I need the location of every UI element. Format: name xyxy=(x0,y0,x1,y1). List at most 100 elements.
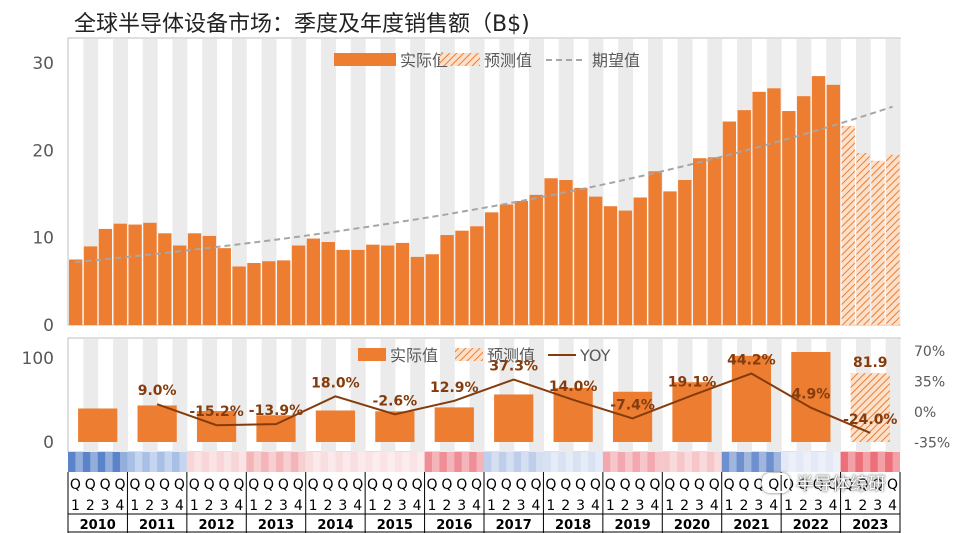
annual-actual-bar xyxy=(612,391,653,442)
forecast-bar xyxy=(856,152,870,325)
actual-bar xyxy=(707,157,722,325)
quarter-letter: Q xyxy=(441,477,452,493)
yoy-label: 37.3% xyxy=(489,359,538,375)
quarter-number: 3 xyxy=(220,498,229,514)
quarter-number: 1 xyxy=(606,498,615,514)
quarter-letter: Q xyxy=(218,477,229,493)
quarter-number: 2 xyxy=(383,498,392,514)
heat-strip-stripe xyxy=(313,452,321,472)
actual-bar xyxy=(589,196,603,325)
year-label: 2018 xyxy=(555,518,591,533)
quarter-letter: Q xyxy=(263,477,274,493)
quarter-number: 4 xyxy=(294,498,303,514)
quarter-letter: Q xyxy=(813,477,824,493)
quarter-number: 3 xyxy=(279,498,288,514)
quarter-number: 4 xyxy=(769,498,778,514)
quarter-letter: Q xyxy=(560,477,571,493)
heat-strip-stripe xyxy=(342,452,351,472)
quarter-number: 3 xyxy=(695,498,704,514)
quarter-number: 4 xyxy=(829,498,838,514)
heat-strip-stripe xyxy=(105,452,113,472)
annual-actual-bar xyxy=(553,387,593,442)
heat-strip-stripe xyxy=(283,452,291,472)
quarter-letter: Q xyxy=(382,477,393,493)
actual-bar xyxy=(767,88,781,326)
actual-bar xyxy=(321,242,335,325)
quarter-number: 2 xyxy=(86,498,95,514)
quarter-letter: Q xyxy=(768,477,779,493)
quarter-number: 4 xyxy=(888,498,897,514)
quarter-number: 2 xyxy=(858,498,867,514)
year-label: 2011 xyxy=(139,518,175,533)
heat-strip-stripe xyxy=(253,452,262,472)
watermark: 半导体综研 xyxy=(762,470,886,496)
actual-bar xyxy=(217,248,231,325)
heat-strip-stripe xyxy=(848,452,856,472)
quarter-letter: Q xyxy=(724,477,735,493)
quarter-letter: Q xyxy=(575,477,586,493)
quarter-number: 1 xyxy=(368,498,377,514)
heat-strip-stripe xyxy=(669,452,678,472)
heat-strip-stripe xyxy=(565,452,574,472)
yoy-label: -15.2% xyxy=(189,404,243,420)
actual-bar xyxy=(83,246,98,325)
quarter-number: 2 xyxy=(680,498,689,514)
actual-bar xyxy=(811,76,826,325)
quarterly-panel: 0 10 20 30 实际值 预测值 期望值 xyxy=(32,37,901,336)
actual-bar xyxy=(277,260,291,325)
quarter-letter: Q xyxy=(159,477,170,493)
heat-strip-stripe xyxy=(580,452,588,472)
quarter-letter: Q xyxy=(798,477,809,493)
quarter-number: 4 xyxy=(472,498,481,514)
actual-bar xyxy=(336,249,350,325)
yoy-line xyxy=(156,372,871,434)
actual-bar xyxy=(187,233,202,325)
actual-bar xyxy=(395,242,410,325)
forecast-bar xyxy=(871,160,885,325)
year-label: 2017 xyxy=(496,518,532,533)
bottom-legend: 实际值 预测值 YOY xyxy=(358,346,611,365)
annual-actual-bar xyxy=(78,408,118,442)
legend-swatch-actual xyxy=(358,348,386,361)
quarter-number: 1 xyxy=(784,498,793,514)
heat-strip-cell xyxy=(68,452,128,472)
quarter-number: 4 xyxy=(413,498,422,514)
year-label: 2016 xyxy=(436,518,472,533)
actual-bar xyxy=(797,96,811,325)
quarter-number: 4 xyxy=(234,498,243,514)
quarter-letter: Q xyxy=(174,477,185,493)
heat-strip-stripe xyxy=(684,452,692,472)
quarter-number: 3 xyxy=(517,498,526,514)
actual-bar xyxy=(440,235,454,325)
heat-strip-stripe xyxy=(862,452,871,472)
quarter-letter: Q xyxy=(620,477,631,493)
legend-label-actual: 实际值 xyxy=(390,346,438,365)
quarter-number: 3 xyxy=(457,498,466,514)
y-tick-label: 10 xyxy=(32,229,54,249)
actual-bar xyxy=(410,256,425,325)
yoy-label: 9.0% xyxy=(138,383,177,399)
actual-bar xyxy=(158,233,172,325)
actual-bar xyxy=(574,187,588,325)
quarter-letter: Q xyxy=(679,477,690,493)
top-legend: 实际值 预测值 期望值 xyxy=(334,51,640,70)
yoy-label: -2.6% xyxy=(373,393,418,409)
actual-bar xyxy=(351,249,365,325)
heat-strip-stripe xyxy=(788,452,796,472)
quarter-letter: Q xyxy=(872,477,883,493)
actual-bar xyxy=(366,244,380,325)
heat-strip-stripe xyxy=(179,452,187,472)
quarter-year-axis: Q1Q2Q3Q42010Q1Q2Q3Q42011Q1Q2Q3Q42012Q1Q2… xyxy=(67,452,901,533)
quarter-number: 1 xyxy=(487,498,496,514)
quarter-letter: Q xyxy=(397,477,408,493)
quarter-number: 3 xyxy=(814,498,823,514)
annual-bar-label: 81.9 xyxy=(853,355,888,371)
yoy-label: -24.0% xyxy=(843,412,897,428)
heat-strip-stripe xyxy=(892,452,900,472)
actual-bar xyxy=(722,121,737,325)
quarter-number: 3 xyxy=(576,498,585,514)
actual-bar xyxy=(98,228,113,325)
heat-strip-stripe xyxy=(90,452,98,472)
year-label: 2022 xyxy=(793,518,829,533)
